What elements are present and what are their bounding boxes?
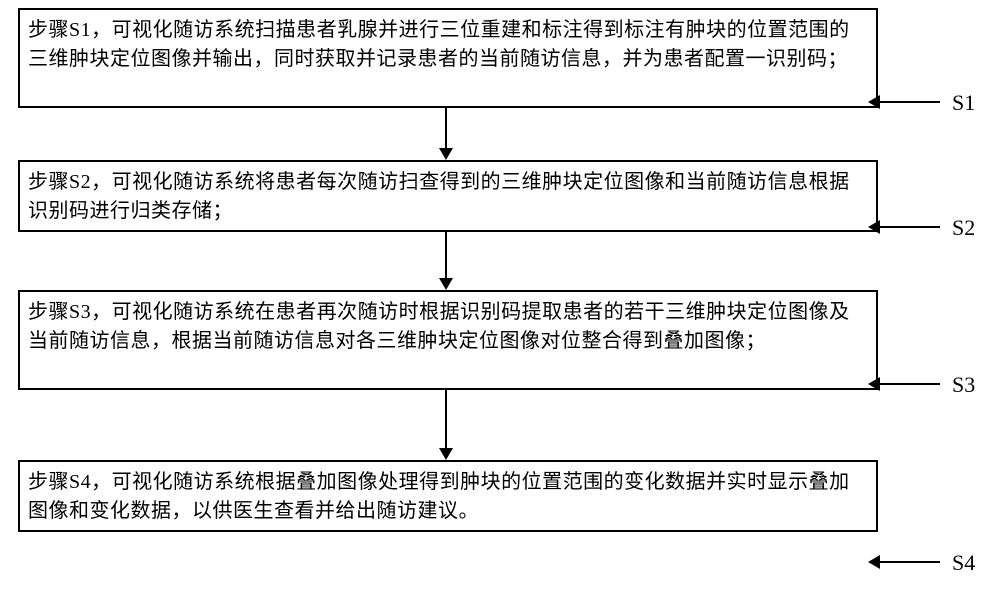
leader-s4 — [880, 561, 940, 563]
step-label-s1: S1 — [952, 90, 975, 116]
step-text-s1: 步骤S1，可视化随访系统扫描患者乳腺并进行三位重建和标注得到标注有肿块的位置范围… — [28, 19, 850, 70]
step-label-s3: S3 — [952, 372, 975, 398]
leader-s3 — [880, 383, 940, 385]
step-label-s2: S2 — [952, 215, 975, 241]
step-text-s3: 步骤S3，可视化随访系统在患者再次随访时根据识别码提取患者的若干三维肿块定位图像… — [28, 301, 850, 352]
step-box-s2: 步骤S2，可视化随访系统将患者每次随访扫查得到的三维肿块定位图像和当前随访信息根… — [18, 160, 878, 232]
flowchart-canvas: 步骤S1，可视化随访系统扫描患者乳腺并进行三位重建和标注得到标注有肿块的位置范围… — [0, 0, 1000, 596]
step-label-s4: S4 — [952, 550, 975, 576]
step-text-s4: 步骤S4，可视化随访系统根据叠加图像处理得到肿块的位置范围的变化数据并实时显示叠… — [28, 471, 850, 522]
leader-s2 — [880, 226, 940, 228]
leader-s1 — [880, 101, 940, 103]
step-box-s4: 步骤S4，可视化随访系统根据叠加图像处理得到肿块的位置范围的变化数据并实时显示叠… — [18, 460, 878, 532]
step-text-s2: 步骤S2，可视化随访系统将患者每次随访扫查得到的三维肿块定位图像和当前随访信息根… — [28, 171, 850, 222]
step-box-s3: 步骤S3，可视化随访系统在患者再次随访时根据识别码提取患者的若干三维肿块定位图像… — [18, 290, 878, 390]
step-box-s1: 步骤S1，可视化随访系统扫描患者乳腺并进行三位重建和标注得到标注有肿块的位置范围… — [18, 8, 878, 108]
